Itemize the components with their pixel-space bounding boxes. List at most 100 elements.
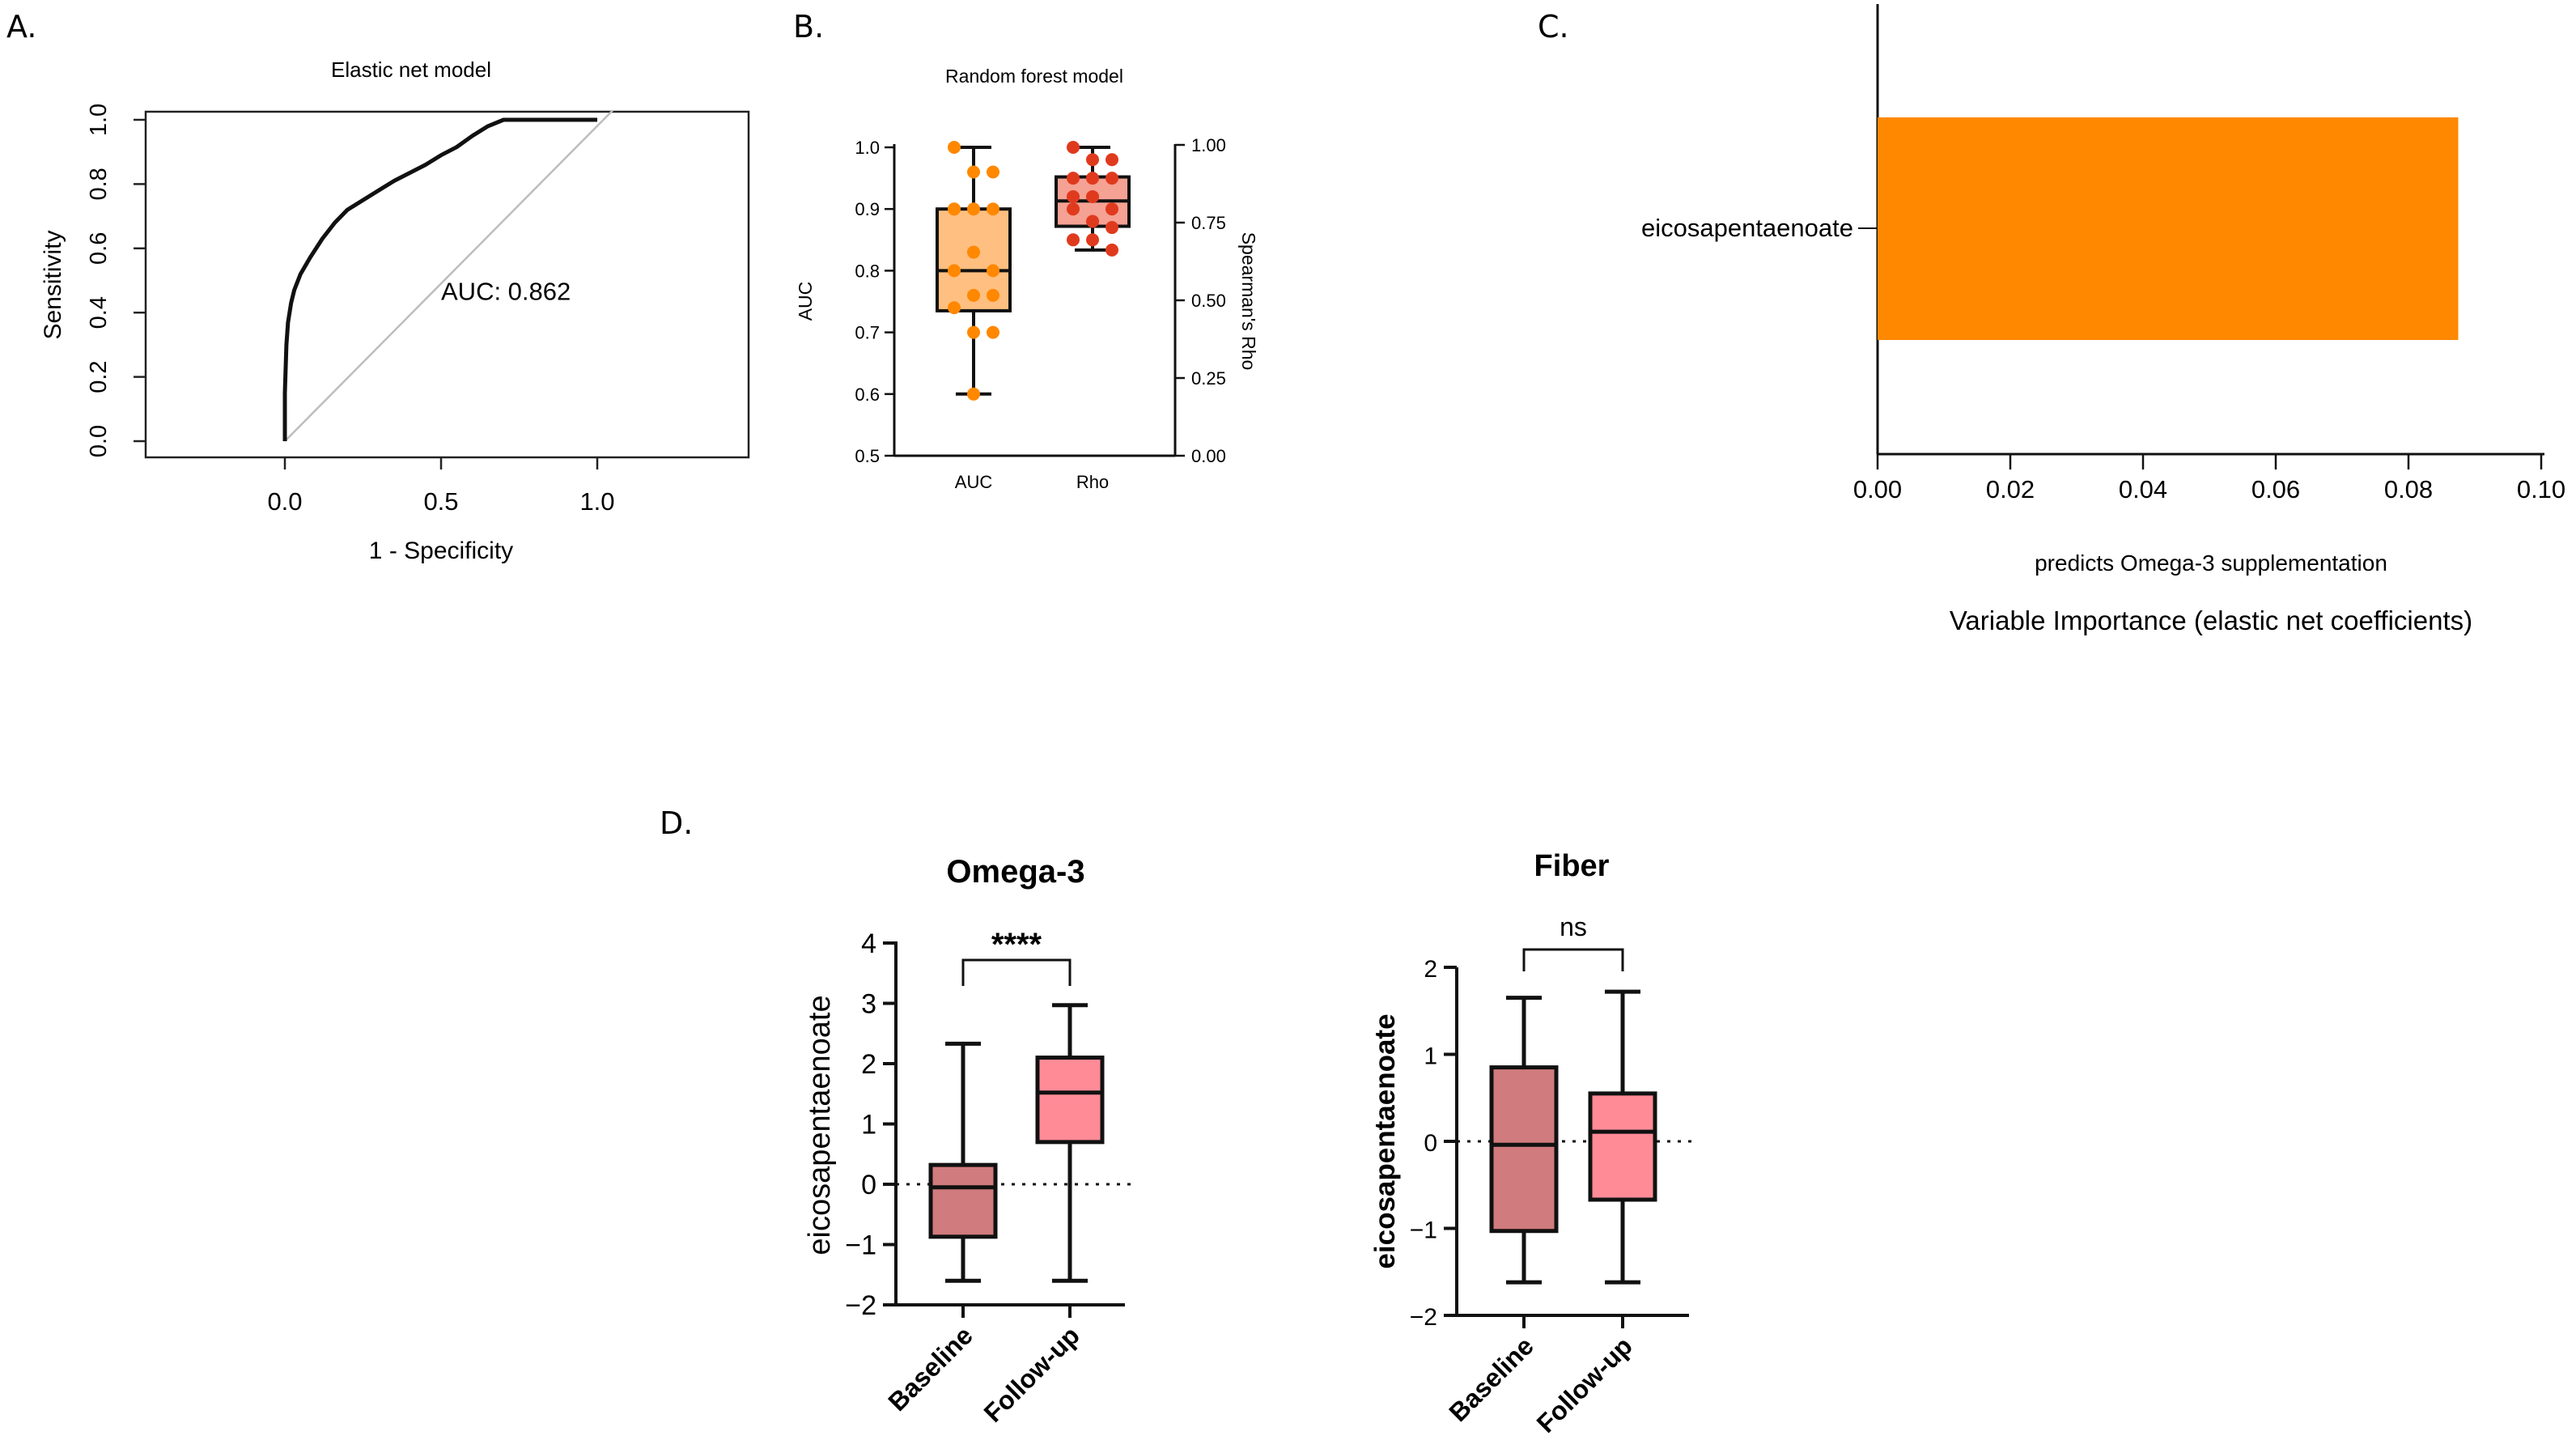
panel-a-auc-annotation: AUC: 0.862 bbox=[441, 277, 571, 305]
panel-d-fiber-significance-label: ns bbox=[1560, 912, 1587, 941]
panel-b-point bbox=[987, 165, 999, 179]
panel-a-y-tick-label: 0.8 bbox=[86, 168, 112, 200]
panel-d-fiber-y-tick-label: 0 bbox=[1424, 1130, 1437, 1157]
panel-b-point bbox=[1067, 172, 1080, 185]
panel-d-fiber-y-tick-label: −1 bbox=[1410, 1217, 1437, 1244]
panel-b-box-chart: Random forest model 0.5 0.6 0.7 0.8 0.9 1.0 0… bbox=[795, 66, 1259, 492]
panel-a-y-tick-label: 0.0 bbox=[86, 425, 112, 457]
panel-b-point bbox=[967, 245, 980, 259]
panel-b-title: Random forest model bbox=[945, 66, 1123, 87]
panel-a-title: Elastic net model bbox=[331, 57, 491, 82]
panel-d-omega3-x-tick-label: Baseline bbox=[882, 1320, 978, 1417]
panel-a-plot-box bbox=[144, 110, 750, 459]
panel-c-bar-eicosapentaenoate bbox=[1878, 117, 2459, 340]
panel-d-fiber-y-tick-label: 1 bbox=[1424, 1043, 1437, 1070]
panel-d-omega3-y-tick-label: 0 bbox=[861, 1170, 876, 1200]
panel-b-y-tick-label: 1.0 bbox=[855, 138, 880, 158]
panel-b-point bbox=[967, 165, 980, 179]
panel-b-point bbox=[1086, 153, 1099, 167]
panel-d-omega3-y-tick-label: 2 bbox=[861, 1049, 876, 1080]
panel-d-omega3-significance-label: **** bbox=[991, 927, 1042, 962]
panel-c-x-tick-label: 0.02 bbox=[1986, 475, 2035, 503]
panel-b-point bbox=[987, 288, 999, 302]
panel-b-y2-tick-label: 0.25 bbox=[1191, 368, 1226, 389]
panel-b-point bbox=[1067, 189, 1080, 203]
panel-d-omega3-y-tick-label: 1 bbox=[861, 1110, 876, 1141]
panel-c-category-label: eicosapentaenoate bbox=[1641, 214, 1853, 242]
panel-b-point bbox=[1106, 202, 1118, 216]
panel-d-omega3-box-follow-up bbox=[1035, 1056, 1105, 1145]
panel-b-point bbox=[1067, 233, 1080, 247]
panel-a-y-tick-label: 1.0 bbox=[86, 104, 112, 136]
panel-b-point bbox=[1086, 215, 1099, 228]
panel-b-y-tick-label: 0.6 bbox=[855, 384, 880, 405]
panel-a-roc-chart: Elastic net model 0.0 0.5 1.0 0.0 0.2 0.4 0.6… bbox=[40, 57, 750, 564]
panel-a-x-tick-label: 0.5 bbox=[423, 487, 458, 516]
panel-a-y-tick-label: 0.4 bbox=[86, 296, 112, 329]
panel-b-point bbox=[948, 264, 961, 278]
panel-b-y-tick-label: 0.7 bbox=[855, 323, 880, 343]
panel-d-fiber-x-tick-label: Follow-up bbox=[1531, 1331, 1638, 1438]
panel-d-omega3-box-baseline bbox=[928, 1162, 998, 1239]
panel-b-point bbox=[948, 301, 961, 315]
panel-c-x-tick-label: 0.04 bbox=[2119, 475, 2167, 503]
panel-b-point bbox=[1067, 141, 1080, 154]
panel-c-x-axis-label: predicts Omega-3 supplementation bbox=[2035, 550, 2387, 576]
panel-b-point bbox=[967, 325, 980, 339]
panel-a-y-tick-label: 0.2 bbox=[86, 360, 112, 393]
panel-b-point bbox=[1086, 189, 1099, 203]
panel-c-bar-chart: eicosapentaenoate 0.00 0.02 0.04 0.06 0.08 0.… bbox=[1641, 4, 2565, 635]
panel-b-point bbox=[967, 387, 980, 401]
panel-d-fiber-box-follow-up bbox=[1588, 1091, 1657, 1202]
panel-b-point bbox=[1106, 221, 1118, 235]
panel-b-point bbox=[948, 202, 961, 216]
panel-d-fiber-box-baseline bbox=[1489, 1065, 1559, 1234]
panel-b-y-axis-label: AUC bbox=[795, 282, 816, 321]
panel-b-point bbox=[1067, 202, 1080, 216]
panel-b-y2-tick-label: 0.75 bbox=[1191, 213, 1226, 233]
panel-b-point bbox=[967, 288, 980, 302]
panel-b-point bbox=[1106, 172, 1118, 185]
panel-a-y-axis-label: Sensitivity bbox=[40, 230, 66, 339]
panel-b-x-tick-label: AUC bbox=[955, 472, 993, 492]
panel-a-y-tick-label: 0.6 bbox=[86, 232, 112, 265]
panel-d-omega3-box-chart: Omega-3 −2 −1 0 1 2 3 4 Baseline Follow-up ****… bbox=[803, 854, 1133, 1428]
panel-d-fiber-significance-bracket bbox=[1522, 948, 1624, 971]
panel-d-omega3-y-axis-label: eicosapentaenoate bbox=[803, 995, 837, 1255]
panel-b-y2-tick-label: 0.00 bbox=[1191, 446, 1226, 466]
panel-b-y-tick-label: 0.5 bbox=[855, 446, 880, 466]
panel-b-y2-tick-label: 1.00 bbox=[1191, 135, 1226, 155]
panel-b-point bbox=[987, 325, 999, 339]
panel-d-omega3-y-tick-label: 3 bbox=[861, 989, 876, 1020]
panel-b-point bbox=[987, 264, 999, 278]
panel-b-point bbox=[1086, 233, 1099, 247]
panel-letter-d: D. bbox=[660, 805, 693, 841]
panel-b-point bbox=[1106, 153, 1118, 167]
panel-a-x-tick-label: 1.0 bbox=[579, 487, 614, 516]
panel-b-point bbox=[948, 141, 961, 154]
panel-d-omega3-significance-bracket bbox=[961, 958, 1072, 986]
panel-c-x-tick-label: 0.08 bbox=[2384, 475, 2433, 503]
panel-a-roc-curve bbox=[282, 117, 597, 441]
panel-b-y-tick-label: 0.8 bbox=[855, 261, 880, 281]
panel-c-x-tick-label: 0.00 bbox=[1853, 475, 1902, 503]
panel-a-x-axis-label: 1 - Specificity bbox=[369, 537, 513, 564]
panel-a-x-tick-label: 0.0 bbox=[267, 487, 302, 516]
panel-b-point bbox=[967, 202, 980, 216]
panel-letter-b: B. bbox=[793, 9, 824, 45]
panel-b-y-tick-label: 0.9 bbox=[855, 199, 880, 219]
panel-b-point bbox=[1106, 243, 1118, 257]
panel-letter-c: C. bbox=[1538, 9, 1569, 45]
panel-d-omega3-y-tick-label: 4 bbox=[861, 928, 876, 959]
panel-d-omega3-y-tick-label: −2 bbox=[845, 1290, 876, 1321]
panel-b-y2-axis-label: Spearman's Rho bbox=[1238, 232, 1259, 371]
panel-letter-a: A. bbox=[6, 9, 36, 45]
panel-b-point bbox=[987, 202, 999, 216]
panel-b-point bbox=[1086, 172, 1099, 185]
panel-d-fiber-y-tick-label: 2 bbox=[1424, 956, 1437, 983]
panel-c-x-axis-label-2: Variable Importance (elastic net coeffic… bbox=[1950, 605, 2472, 635]
panel-d-fiber-y-axis-label: eicosapentaenoate bbox=[1369, 1013, 1401, 1268]
panel-d-omega3-x-tick-label: Follow-up bbox=[978, 1320, 1085, 1427]
